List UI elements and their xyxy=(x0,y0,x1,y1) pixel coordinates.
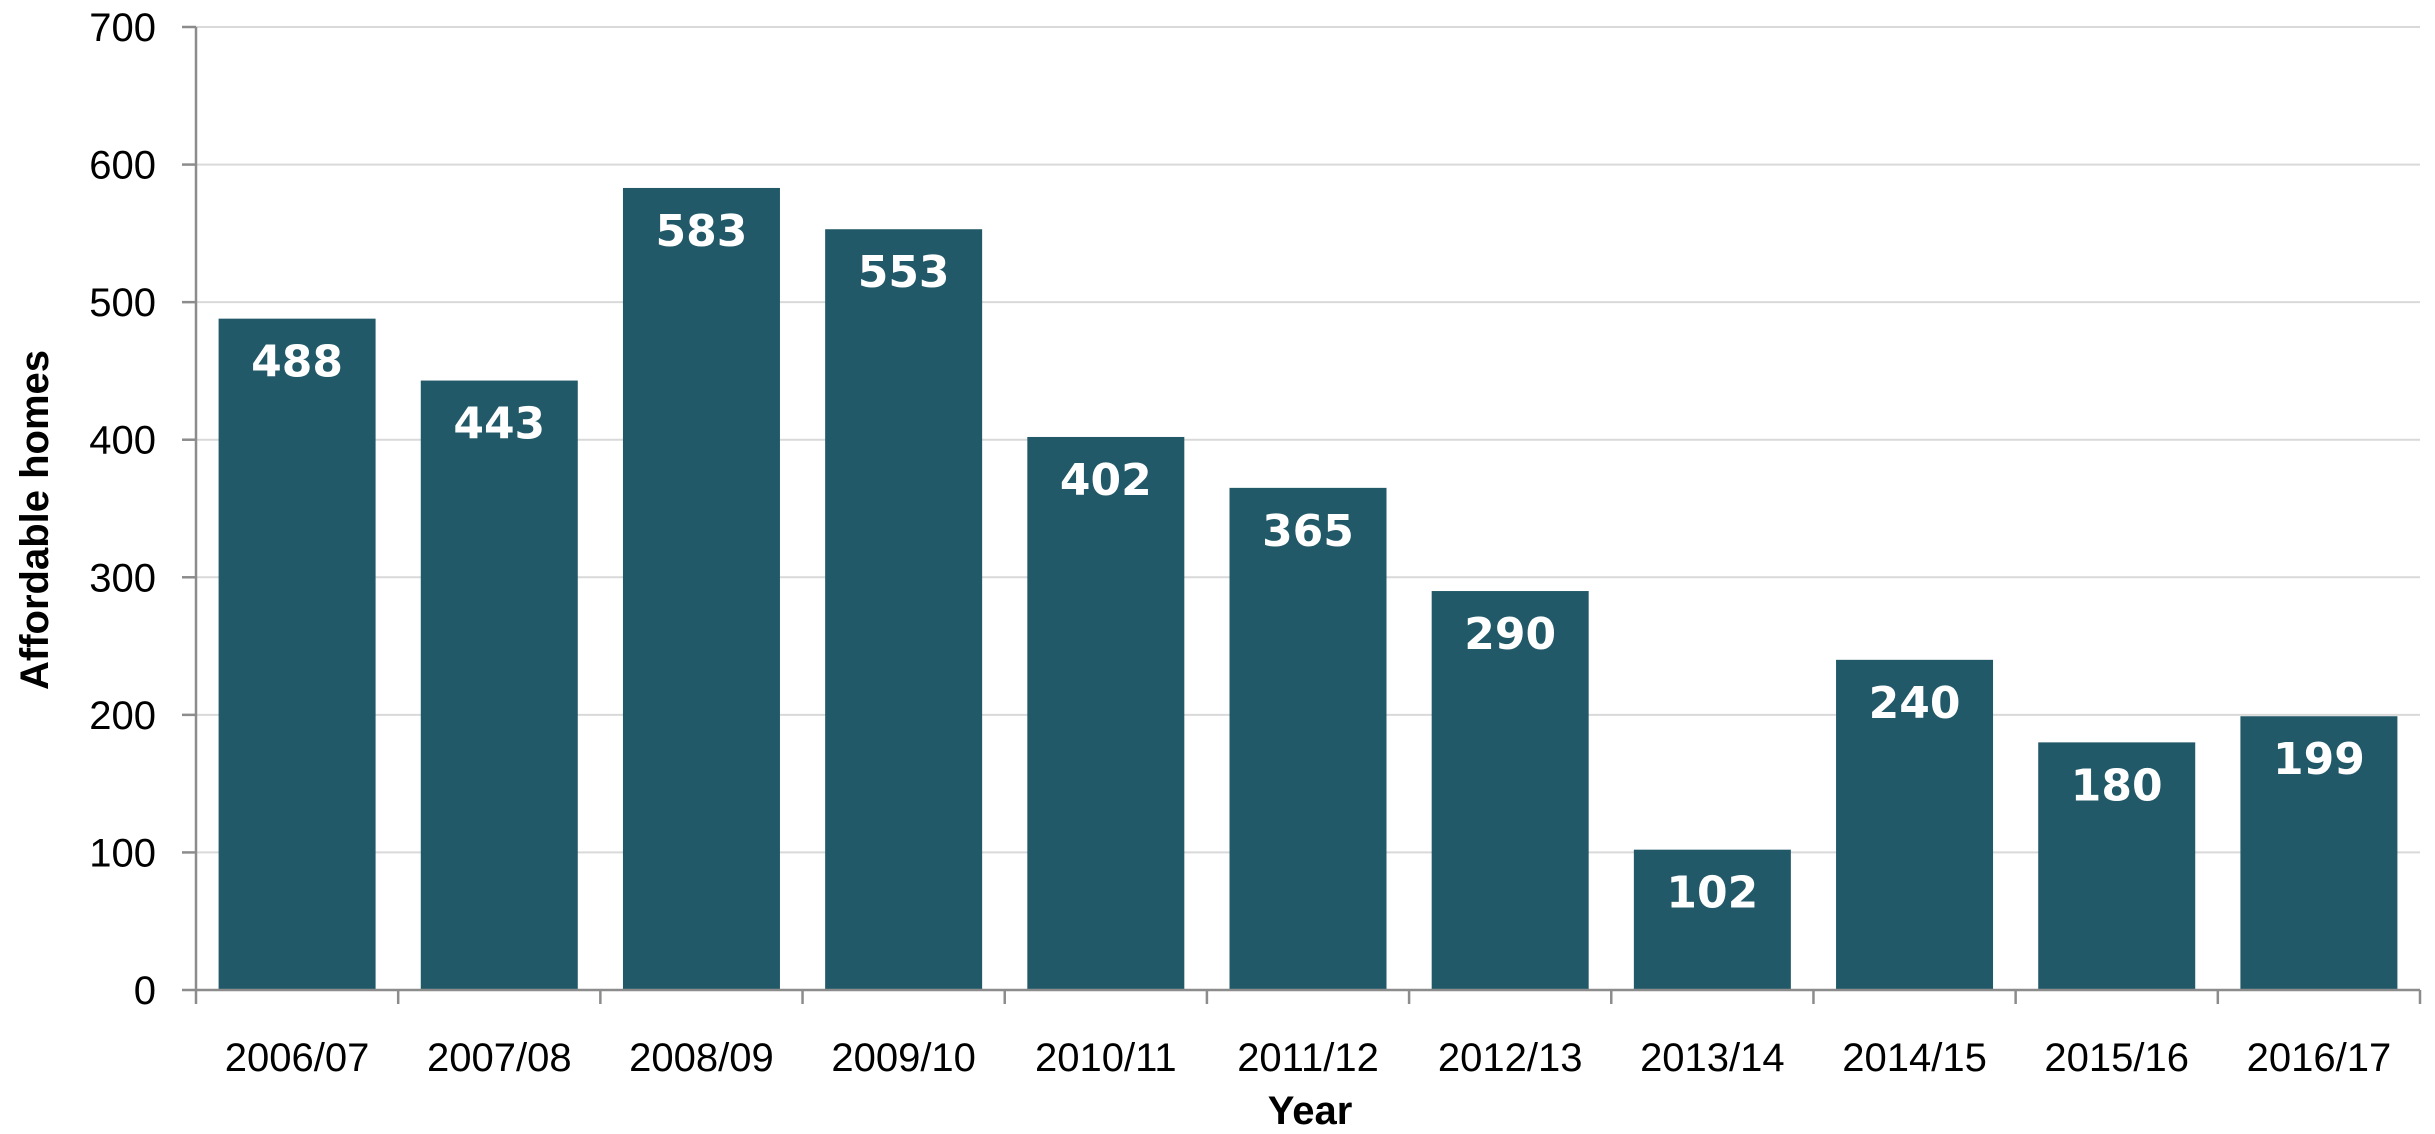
bar xyxy=(1431,591,1589,990)
y-axis-title: Affordable homes xyxy=(13,350,57,690)
y-tick-label: 0 xyxy=(134,969,156,1013)
y-tick-label: 500 xyxy=(89,281,156,325)
data-label: 443 xyxy=(453,399,545,450)
data-label: 240 xyxy=(1869,678,1961,729)
y-tick-label: 200 xyxy=(89,694,156,738)
bar xyxy=(1229,487,1387,990)
data-label: 553 xyxy=(858,247,950,298)
data-label: 180 xyxy=(2071,760,2163,811)
bars xyxy=(218,187,2398,991)
y-tick-label: 300 xyxy=(89,556,156,600)
y-tick-label: 100 xyxy=(89,831,156,875)
bar xyxy=(218,318,376,990)
x-tick-label: 2016/17 xyxy=(2247,1036,2392,1080)
x-tick-label: 2011/12 xyxy=(1237,1036,1379,1080)
x-tick-label: 2010/11 xyxy=(1035,1036,1177,1080)
data-label: 488 xyxy=(251,337,343,388)
data-labels: 488 443 583 553 402 365 290 102 240 180 199 xyxy=(251,206,2365,919)
data-label: 583 xyxy=(656,206,748,257)
data-label: 290 xyxy=(1464,609,1556,660)
y-tick-label: 600 xyxy=(89,144,156,188)
x-axis-title: Year xyxy=(1268,1089,1353,1133)
data-label: 102 xyxy=(1666,868,1758,919)
bar xyxy=(2038,742,2196,990)
x-tick-label: 2013/14 xyxy=(1640,1036,1785,1080)
y-tick-label: 700 xyxy=(89,6,156,50)
data-label: 365 xyxy=(1262,506,1354,557)
x-tick-label: 2007/08 xyxy=(427,1036,572,1080)
bar xyxy=(1633,849,1791,990)
x-tick-label: 2014/15 xyxy=(1842,1036,1987,1080)
x-tick-label: 2006/07 xyxy=(225,1036,370,1080)
data-label: 402 xyxy=(1060,455,1152,506)
axes: 0 100 200 300 400 500 600 700 2006/07 2007/08 2008… xyxy=(89,6,2422,1080)
x-tick-label: 2015/16 xyxy=(2044,1036,2189,1080)
y-tick-label: 400 xyxy=(89,419,156,463)
bar xyxy=(420,380,578,990)
x-tick-label: 2009/10 xyxy=(831,1036,976,1080)
bar xyxy=(1027,436,1185,990)
bar xyxy=(1836,659,1994,990)
x-tick-label: 2012/13 xyxy=(1438,1036,1583,1080)
bar xyxy=(2240,716,2398,990)
bar xyxy=(622,187,780,991)
data-label: 199 xyxy=(2273,734,2365,785)
x-tick-label: 2008/09 xyxy=(629,1036,774,1080)
bar xyxy=(825,229,983,991)
